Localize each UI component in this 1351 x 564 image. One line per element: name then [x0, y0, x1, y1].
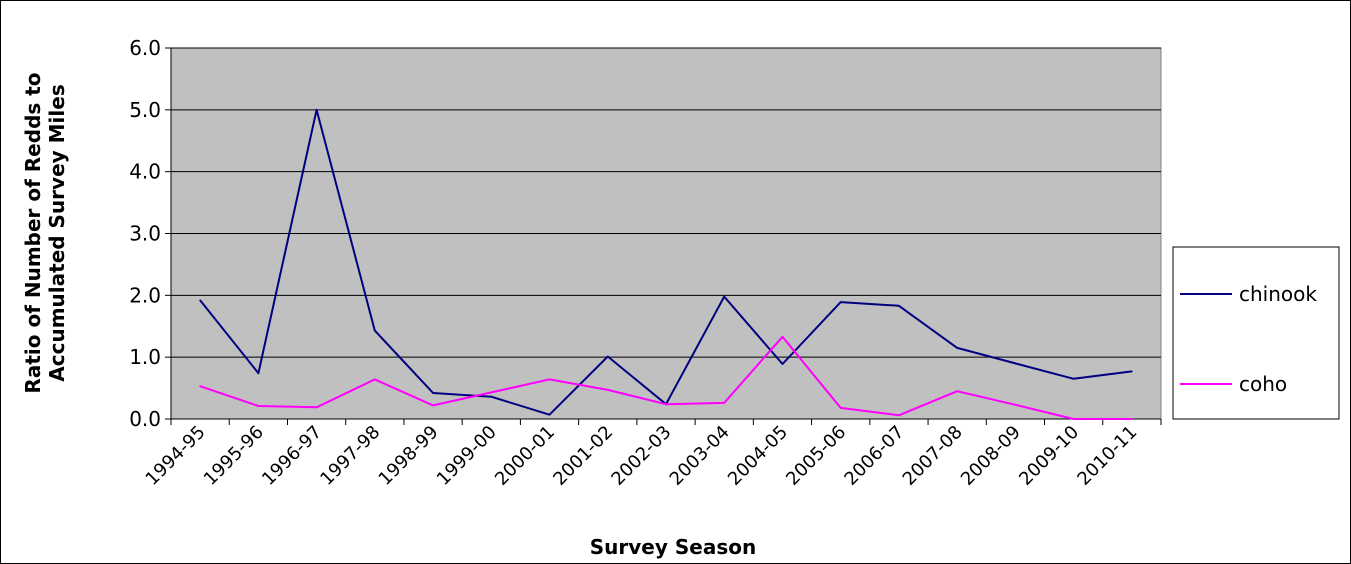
data-point-chinook [1072, 378, 1075, 380]
data-point-coho [1072, 418, 1075, 420]
y-tick-label: 4.0 [129, 160, 161, 184]
y-tick-label: 0.0 [129, 407, 161, 431]
data-point-chinook [1131, 370, 1133, 373]
x-axis-title: Survey Season [590, 535, 756, 559]
data-point-coho [898, 414, 900, 417]
data-point-coho [1131, 418, 1133, 420]
data-point-coho [432, 404, 434, 407]
data-point-chinook [490, 395, 493, 398]
legend: chinook coho [1172, 246, 1340, 420]
data-point-chinook [548, 413, 551, 416]
data-point-chinook [257, 372, 260, 375]
legend-label-coho: coho [1239, 372, 1287, 396]
data-point-chinook [606, 355, 609, 358]
series-lines [199, 108, 1133, 420]
data-point-coho [956, 390, 958, 392]
data-point-coho [257, 405, 260, 407]
data-point-coho [548, 378, 551, 381]
legend-label-chinook: chinook [1239, 282, 1317, 306]
data-point-chinook [374, 329, 376, 332]
data-point-coho [1014, 403, 1017, 406]
data-point-coho [490, 391, 493, 394]
data-point-chinook [315, 109, 318, 111]
gridlines [171, 47, 1161, 420]
data-point-chinook [723, 295, 726, 298]
y-tick-label: 2.0 [129, 283, 161, 307]
data-point-coho [665, 403, 667, 405]
y-axis-title-line2: Accumulated Survey Miles [45, 84, 69, 381]
data-point-chinook [839, 301, 842, 303]
data-point-chinook [432, 392, 434, 394]
data-point-coho [781, 335, 784, 338]
y-tick-label: 5.0 [129, 98, 161, 122]
legend-box [1172, 246, 1340, 420]
y-axis-title: Ratio of Number of Redds to Accumulated … [21, 72, 69, 393]
data-point-coho [723, 402, 726, 404]
data-point-coho [374, 378, 376, 381]
y-axis-title-line1: Ratio of Number of Redds to [21, 72, 45, 393]
data-point-coho [199, 385, 201, 388]
data-point-chinook [898, 305, 900, 307]
data-point-coho [839, 407, 842, 409]
data-point-chinook [1014, 362, 1017, 365]
data-point-chinook [199, 299, 201, 302]
data-point-coho [315, 406, 318, 409]
y-tick-label: 6.0 [129, 36, 161, 60]
data-point-chinook [781, 363, 784, 365]
data-point-coho [606, 389, 609, 391]
y-tick-label: 1.0 [129, 345, 161, 369]
data-point-chinook [956, 347, 958, 349]
y-tick-label: 3.0 [129, 222, 161, 246]
